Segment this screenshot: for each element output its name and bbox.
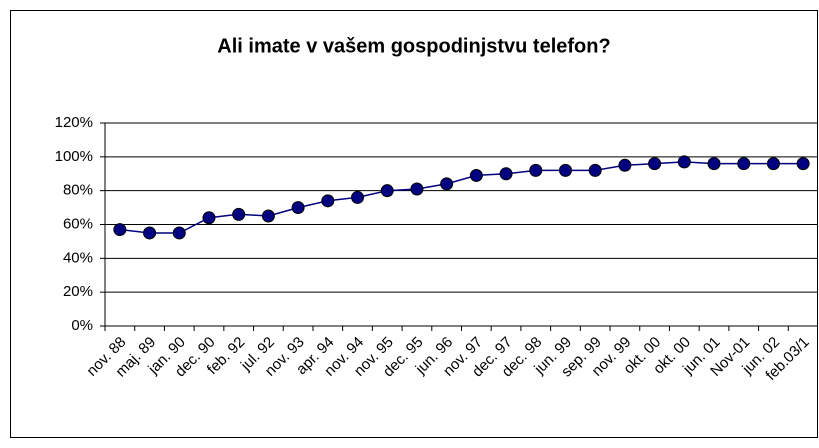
data-point	[261, 209, 275, 223]
y-tick-label: 0%	[71, 317, 93, 334]
data-point	[410, 182, 424, 196]
data-point	[469, 168, 483, 182]
data-point	[707, 157, 721, 171]
y-tick-label: 120%	[55, 114, 93, 131]
data-point	[499, 167, 513, 181]
data-point	[588, 163, 602, 177]
y-tick-label: 20%	[63, 283, 93, 300]
chart-title: Ali imate v vašem gospodinjstvu telefon?	[217, 35, 610, 57]
data-point	[529, 163, 543, 177]
y-tick-label: 100%	[55, 148, 93, 165]
data-point	[440, 177, 454, 191]
data-point	[321, 194, 335, 208]
data-point	[172, 226, 186, 240]
data-point	[677, 155, 691, 169]
y-tick-label: 40%	[63, 249, 93, 266]
data-point	[380, 184, 394, 198]
data-point	[291, 201, 305, 215]
data-point	[113, 223, 127, 237]
data-point	[232, 207, 246, 221]
y-tick-label: 80%	[63, 182, 93, 199]
data-point	[351, 190, 365, 204]
data-point	[648, 157, 662, 171]
data-point	[202, 211, 216, 225]
data-point	[796, 157, 810, 171]
data-point	[737, 157, 751, 171]
data-point	[766, 157, 780, 171]
data-point	[558, 163, 572, 177]
y-tick-label: 60%	[63, 215, 93, 232]
data-point	[143, 226, 157, 240]
data-point	[618, 158, 632, 172]
